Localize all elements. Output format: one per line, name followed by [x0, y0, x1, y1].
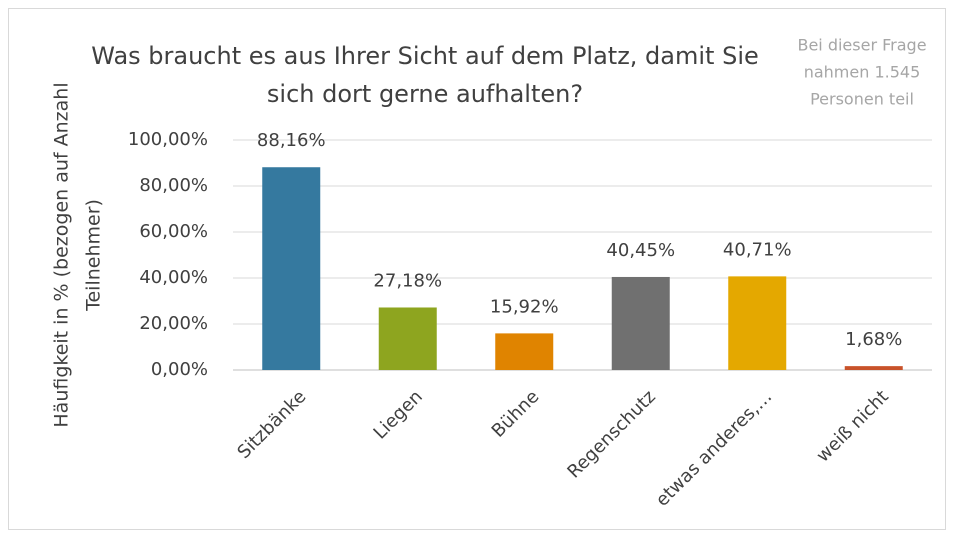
annotation: Bei dieser Frage: [797, 36, 926, 55]
chart-title: Was braucht es aus Ihrer Sicht auf dem P…: [91, 42, 759, 70]
y-tick-label: 40,00%: [139, 267, 208, 288]
value-label: 1,68%: [845, 329, 902, 350]
y-tick-label: 60,00%: [139, 221, 208, 242]
bar: [611, 276, 670, 370]
y-axis-label: Häufigkeit in % (bezogen auf Anzahl: [51, 82, 73, 427]
value-label: 88,16%: [257, 130, 326, 151]
chart-title: sich dort gerne aufhalten?: [267, 80, 583, 108]
y-tick-label: 80,00%: [139, 175, 208, 196]
y-tick-label: 100,00%: [128, 129, 208, 150]
value-label: 27,18%: [373, 270, 442, 291]
value-label: 40,71%: [723, 239, 792, 260]
value-label: 40,45%: [606, 240, 675, 261]
chart-frame: [8, 8, 946, 530]
bar: [844, 366, 903, 370]
bar: [378, 307, 437, 370]
annotation: Personen teil: [810, 90, 914, 109]
y-axis-label: Teilnehmer): [83, 199, 105, 312]
value-label: 15,92%: [490, 296, 559, 317]
annotation: nahmen 1.545: [804, 63, 921, 82]
bar: [495, 333, 554, 370]
y-tick-label: 0,00%: [151, 359, 208, 380]
bar: [262, 167, 321, 370]
bar: [728, 276, 787, 370]
y-tick-label: 20,00%: [139, 313, 208, 334]
